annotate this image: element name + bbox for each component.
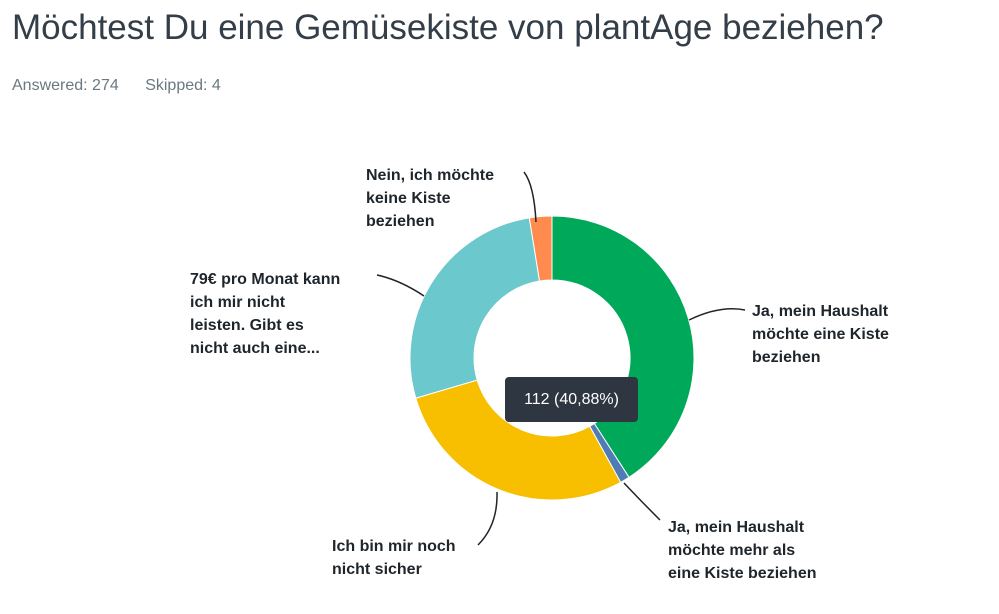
slice-label-line: 79€ pro Monat kann	[190, 271, 340, 288]
slice-label-line: nicht auch eine...	[190, 340, 320, 357]
slice-label: 79€ pro Monat kann ich mir nicht leisten. …	[190, 271, 340, 357]
question-title: Möchtest Du eine Gemüsekiste von plantAg…	[12, 8, 884, 47]
answered-count: Answered: 274	[12, 77, 119, 94]
chart-tooltip: 112 (40,88%)	[505, 377, 638, 422]
slice-label-line: eine Kiste beziehen	[668, 565, 817, 582]
slice-label-line: möchte mehr als	[668, 542, 795, 559]
label-leader-line	[477, 491, 498, 546]
label-leader-line	[623, 482, 661, 521]
donut-slice[interactable]	[551, 215, 695, 478]
slice-label: Nein, ich möchte keine Kiste beziehen	[366, 167, 494, 230]
label-leader-line	[688, 308, 746, 321]
slice-label-line: ich mir nicht	[190, 294, 286, 311]
slice-label-line: Nein, ich möchte	[366, 167, 494, 184]
skipped-count: Skipped: 4	[145, 77, 221, 94]
slice-label-line: leisten. Gibt es	[190, 317, 304, 334]
donut-slice[interactable]	[415, 379, 622, 501]
slice-label-line: beziehen	[752, 349, 820, 366]
donut-slice[interactable]	[528, 215, 553, 282]
slice-label-line: Ja, mein Haushalt	[668, 519, 805, 536]
slice-label-line: nicht sicher	[332, 561, 422, 578]
slice-label-line: keine Kiste	[366, 190, 451, 207]
response-stats: Answered: 274 Skipped: 4	[12, 77, 243, 95]
slice-label: Ja, mein Haushalt möchte eine Kiste bezieh…	[752, 303, 889, 366]
slice-label-line: beziehen	[366, 213, 434, 230]
label-leader-line	[523, 171, 537, 223]
label-leader-line	[376, 274, 425, 297]
slice-label-line: möchte eine Kiste	[752, 326, 889, 343]
slice-label: Ich bin mir noch nicht sicher	[332, 538, 456, 578]
slice-label: Ja, mein Haushalt möchte mehr als eine Kis…	[668, 519, 817, 582]
donut-slice[interactable]	[409, 217, 541, 399]
slice-label-line: Ja, mein Haushalt	[752, 303, 889, 320]
slice-label-line: Ich bin mir noch	[332, 538, 456, 555]
